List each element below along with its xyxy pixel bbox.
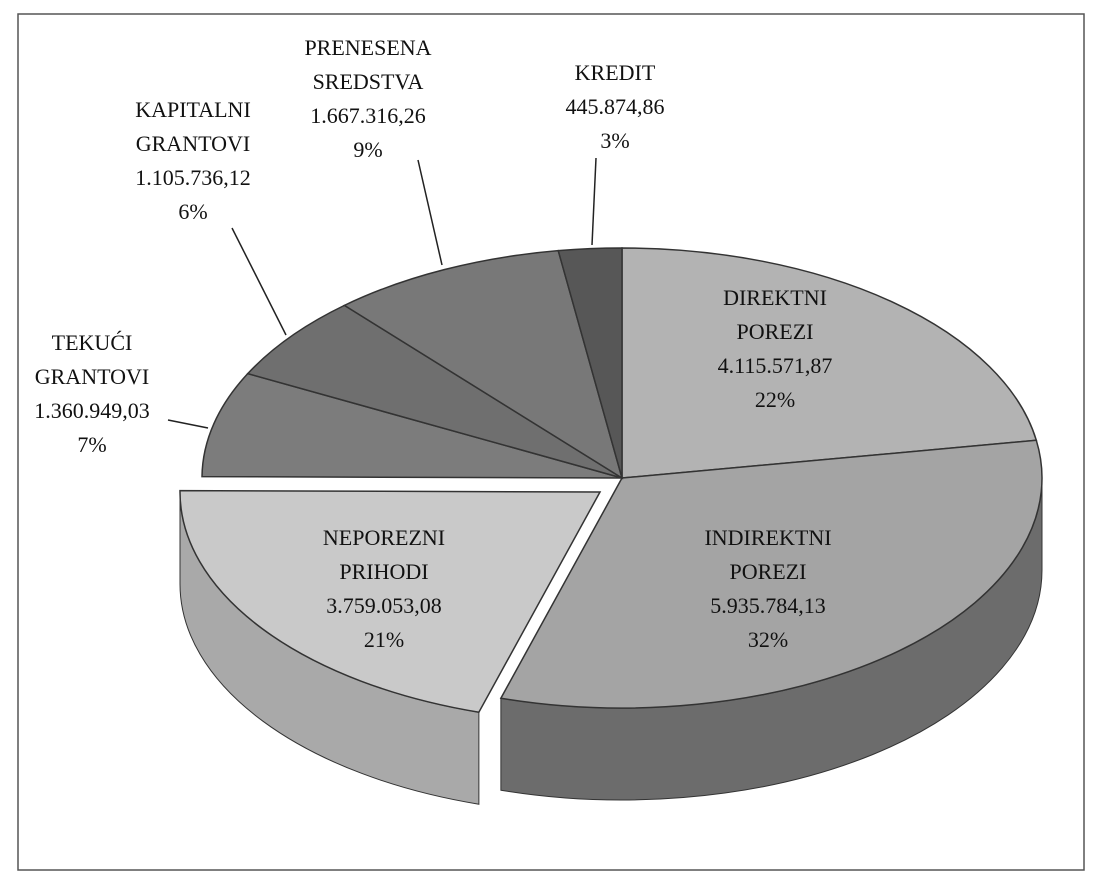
leader-line [231,227,287,336]
slice-label: GRANTOVI [136,131,250,156]
slice [557,247,623,479]
slice [246,304,623,479]
value-label: 1.360.949,03 [34,398,150,423]
slice [201,372,623,479]
percent-label: 32% [748,627,788,652]
leader-line [417,159,443,266]
slice-label: PRIHODI [339,559,428,584]
slice-label: TEKUĆI [52,330,133,355]
slice-label: INDIREKTNI [704,525,831,550]
value-label: 1.667.316,26 [310,103,426,128]
percent-label: 21% [364,627,404,652]
percent-label: 6% [178,199,207,224]
slice-label: NEPOREZNI [323,525,445,550]
percent-label: 22% [755,387,795,412]
slice [342,249,624,480]
slice-label: DIREKTNI [723,285,827,310]
value-label: 5.935.784,13 [710,593,826,618]
slice [179,489,602,714]
slice-label: GRANTOVI [35,364,149,389]
slice-label: KAPITALNI [135,97,251,122]
slice-label: SREDSTVA [313,69,424,94]
percent-label: 3% [600,128,629,153]
value-label: 445.874,86 [566,94,665,119]
slice-label: POREZI [737,319,814,344]
slice-label: KREDIT [575,60,656,85]
leader-line [591,157,597,246]
percent-label: 9% [353,137,382,162]
slice-label: POREZI [730,559,807,584]
slice-label: PRENESENA [304,35,431,60]
value-label: 4.115.571,87 [718,353,833,378]
leader-line [167,419,209,429]
slice [499,439,1043,709]
slice [621,247,1038,479]
percent-label: 7% [77,432,106,457]
value-label: 3.759.053,08 [326,593,442,618]
value-label: 1.105.736,12 [135,165,251,190]
